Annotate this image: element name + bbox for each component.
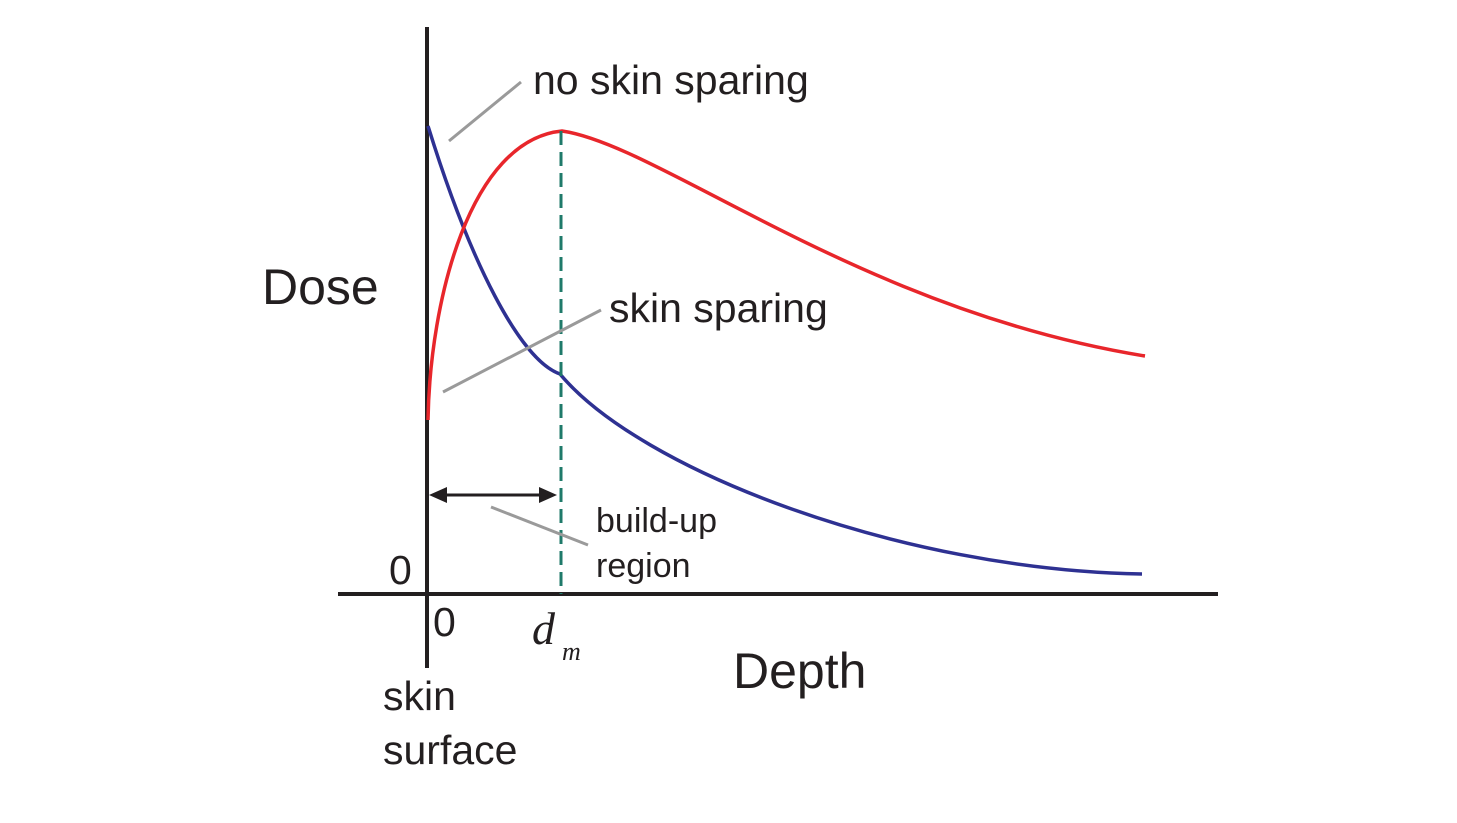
skin-surface-line1: skin xyxy=(383,673,456,719)
buildup-arrow-left-head xyxy=(429,487,447,503)
no-skin-sparing-curve xyxy=(426,125,1143,576)
skin-surface-line2: surface xyxy=(383,727,517,773)
dm-subscript: m xyxy=(562,637,581,666)
no-skin-sparing-leader xyxy=(448,80,522,143)
x-zero-label: 0 xyxy=(433,599,456,645)
skin-sparing-leader xyxy=(442,308,602,394)
buildup-label-line1: build-up xyxy=(596,502,717,540)
buildup-label-line2: region xyxy=(596,547,691,585)
dm-label: d xyxy=(532,603,556,654)
no-skin-sparing-label: no skin sparing xyxy=(533,57,809,103)
buildup-arrow-right-head xyxy=(539,487,557,503)
y-zero-label: 0 xyxy=(389,547,412,593)
skin-sparing-label: skin sparing xyxy=(609,285,828,331)
skin-sparing-curve xyxy=(426,129,1146,421)
y-axis-label: Dose xyxy=(262,259,379,315)
buildup-leader xyxy=(490,505,589,547)
x-axis-label: Depth xyxy=(733,643,866,699)
